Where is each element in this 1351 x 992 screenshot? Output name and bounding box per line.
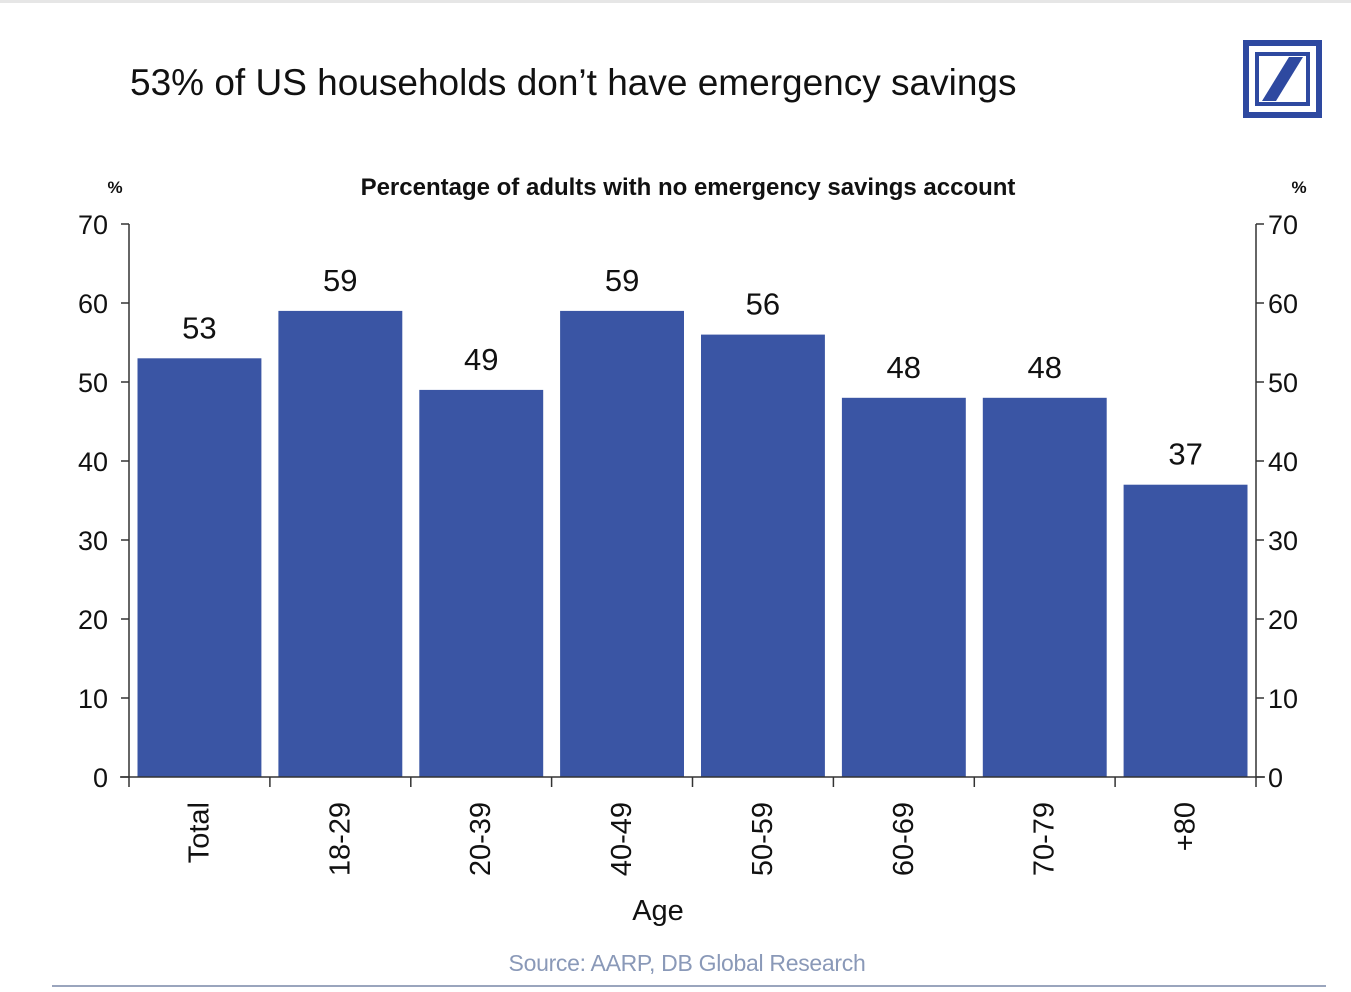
bar-20-39	[419, 389, 544, 777]
y-tick-label-right: 60	[1268, 289, 1298, 319]
y-tick-label-left: 50	[78, 368, 108, 398]
data-label: 53	[182, 310, 216, 345]
y-tick-label-right: 70	[1268, 210, 1298, 240]
bar-18-29	[278, 310, 403, 777]
y-tick-label-right: 30	[1268, 526, 1298, 556]
x-tick-label: 70-79	[1029, 802, 1061, 876]
x-tick-label: 20-39	[465, 802, 497, 876]
bar-70-79	[982, 397, 1107, 777]
data-label: 59	[323, 263, 357, 298]
y-tick-label-left: 10	[78, 684, 108, 714]
top-divider	[0, 0, 1351, 3]
x-tick-label: 18-29	[324, 802, 356, 876]
data-label: 59	[605, 263, 639, 298]
y-tick-label-left: 20	[78, 605, 108, 635]
y-tick-label-right: 0	[1268, 763, 1283, 793]
data-label: 37	[1168, 437, 1202, 472]
labels: 53 Total 59 18-29 49 20-39 59 40-49 56 50-59 48 60-…	[78, 210, 1298, 876]
y-tick-label-left: 70	[78, 210, 108, 240]
y-tick-label-right: 50	[1268, 368, 1298, 398]
data-label: 48	[887, 350, 921, 385]
page-title: 53% of US households don’t have emergenc…	[130, 62, 1017, 103]
bottom-divider	[52, 985, 1326, 987]
data-label: 49	[464, 342, 498, 377]
x-tick-label: 40-49	[606, 802, 638, 876]
x-tick-label: Total	[183, 802, 215, 863]
bar-+80	[1123, 484, 1248, 777]
deutsche-bank-logo-icon	[1243, 40, 1322, 118]
bar-50-59	[701, 334, 825, 777]
x-tick-label: 50-59	[747, 802, 779, 876]
x-tick-label: 60-69	[888, 802, 920, 876]
y-tick-label-left: 30	[78, 526, 108, 556]
data-label: 48	[1027, 350, 1061, 385]
axes	[120, 223, 1265, 787]
data-label: 56	[746, 287, 780, 322]
bars	[137, 310, 1248, 777]
y-axis-unit-right: %	[1291, 178, 1306, 197]
y-tick-label-right: 20	[1268, 605, 1298, 635]
y-tick-label-left: 60	[78, 289, 108, 319]
bar-40-49	[560, 310, 684, 777]
y-axis-unit-left: %	[107, 178, 122, 197]
y-tick-label-left: 0	[93, 763, 108, 793]
bar-Total	[137, 358, 262, 777]
source-note: Source: AARP, DB Global Research	[508, 950, 866, 976]
bar-60-69	[841, 397, 966, 777]
y-tick-label-right: 40	[1268, 447, 1298, 477]
x-tick-label: +80	[1170, 802, 1202, 851]
y-tick-label-right: 10	[1268, 684, 1298, 714]
y-tick-label-left: 40	[78, 447, 108, 477]
chart-title: Percentage of adults with no emergency s…	[361, 174, 1016, 201]
x-axis-label: Age	[632, 895, 684, 927]
